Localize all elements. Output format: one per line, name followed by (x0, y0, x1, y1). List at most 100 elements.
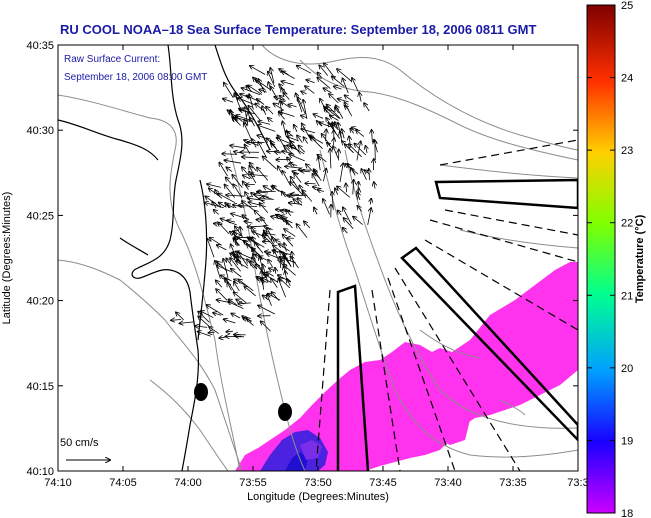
y-tick-label: 40:35 (26, 40, 54, 52)
current-vector (233, 205, 245, 208)
current-vector (361, 169, 367, 180)
current-vector (215, 190, 218, 196)
current-vector (305, 183, 316, 184)
current-vector (291, 194, 299, 195)
current-vector (257, 125, 276, 132)
current-vector (301, 91, 307, 94)
radar-site-marker (194, 383, 208, 401)
current-vector (257, 168, 269, 181)
current-vector (213, 313, 222, 316)
current-vector (268, 260, 273, 268)
current-vector (291, 177, 300, 190)
current-vector (242, 167, 252, 180)
current-vector (233, 184, 243, 198)
current-vector (303, 137, 309, 144)
current-vector (214, 210, 219, 215)
current-vector (338, 210, 342, 216)
current-vector (238, 252, 249, 267)
current-vector (284, 229, 296, 237)
current-vector (226, 167, 233, 172)
current-vector (343, 207, 352, 225)
current-vector (317, 155, 327, 163)
current-vector (294, 125, 297, 132)
current-vector (314, 207, 317, 215)
y-tick-label: 40:20 (26, 296, 54, 308)
current-vector (180, 322, 194, 324)
current-vector (238, 303, 251, 304)
current-vector (258, 142, 268, 159)
current-vector (244, 286, 256, 297)
current-vector (238, 98, 256, 106)
x-tick-label: 73:50 (304, 477, 332, 489)
current-vector (270, 87, 279, 101)
current-vector (266, 107, 274, 115)
current-vector (289, 203, 302, 205)
current-vector (234, 93, 242, 111)
current-vector (344, 102, 353, 117)
current-vector (310, 136, 323, 149)
current-vector (249, 94, 254, 110)
current-vector (216, 280, 223, 288)
current-vector (287, 132, 294, 137)
colorbar-tick-label: 20 (621, 363, 633, 375)
figure-title: RU COOL NOAA–18 Sea Surface Temperature:… (60, 22, 536, 37)
colorbar-label: Temperature (°C) (634, 214, 646, 303)
current-vector (317, 78, 331, 89)
current-vector (299, 185, 307, 199)
colorbar-tick-label: 21 (621, 290, 633, 302)
current-vector (224, 278, 229, 284)
current-vector (252, 232, 267, 238)
current-vector (277, 135, 288, 153)
current-vector (313, 114, 324, 119)
current-vector (320, 123, 331, 128)
current-vector (353, 217, 363, 225)
current-vector (263, 295, 269, 301)
current-vector (318, 157, 320, 171)
current-vector (227, 220, 235, 222)
current-vector (326, 129, 327, 142)
current-vector (259, 203, 269, 213)
current-vector (243, 241, 249, 245)
y-tick-label: 40:30 (26, 125, 54, 137)
current-vector (335, 107, 339, 114)
current-vector (337, 186, 350, 198)
current-vector (227, 283, 232, 291)
current-vector (198, 312, 210, 323)
current-vector (237, 237, 252, 238)
current-vector (243, 175, 251, 180)
current-vector (249, 166, 256, 178)
current-vector (258, 305, 275, 315)
current-vector (198, 316, 211, 328)
current-vector (348, 164, 355, 175)
x-axis-label: Longitude (Degrees:Minutes) (247, 491, 389, 503)
current-vector (248, 202, 266, 207)
current-vector (358, 189, 359, 200)
current-vector (357, 192, 360, 201)
current-vector (235, 117, 252, 123)
current-vector (198, 332, 211, 337)
current-vector (263, 156, 277, 170)
current-vector (342, 78, 349, 94)
x-axis-ticks: 74:10 74:05 74:00 73:55 73:50 73:45 73:40 73:35… (44, 45, 589, 489)
current-vector (323, 169, 326, 182)
current-vector (297, 135, 303, 143)
current-vector (366, 146, 368, 153)
current-vector (223, 259, 229, 278)
current-vector (314, 169, 320, 179)
current-vector (303, 100, 308, 120)
x-tick-label: 73:40 (434, 477, 462, 489)
current-vector (335, 188, 338, 195)
x-tick-label: 73:45 (369, 477, 397, 489)
current-vector (210, 238, 223, 246)
current-vector (334, 138, 335, 146)
current-vector (333, 146, 339, 159)
current-vector (206, 305, 224, 316)
colorbar-tick-label: 23 (621, 145, 633, 157)
current-vector (298, 198, 303, 203)
current-vector (286, 220, 293, 229)
current-vector (284, 243, 287, 252)
current-vector (312, 174, 320, 187)
current-note-line2: September 18, 2006 08:00 GMT (64, 72, 207, 83)
current-vector (302, 190, 313, 202)
